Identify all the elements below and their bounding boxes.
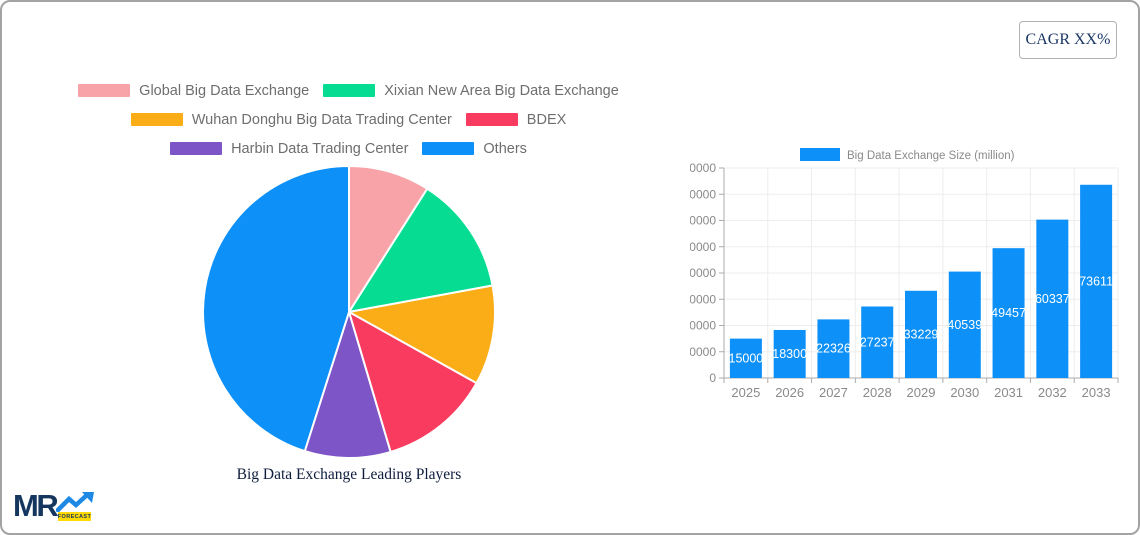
x-category-label: 2026	[775, 385, 804, 400]
pie-slice-3	[348, 284, 496, 385]
pie-slice-1	[348, 165, 429, 313]
y-tick-label: 20000	[690, 319, 716, 333]
y-tick-label: 40000	[690, 266, 716, 280]
pie-legend-row: Wuhan Donghu Big Data Trading Center BDEX	[0, 105, 697, 134]
legend-label: BDEX	[526, 111, 567, 128]
pie-legend-row: Harbin Data Trading Center Others	[0, 134, 697, 163]
legend-label: Harbin Data Trading Center	[231, 140, 409, 157]
bar-chart: 0 10000 20000 30000 40000 50000 60000 70000 8000…	[690, 148, 1119, 400]
bar-2027	[817, 319, 850, 378]
bar-2031	[992, 248, 1025, 378]
legend-label: Xixian New Area Big Data Exchange	[384, 82, 619, 99]
bar-value-label: 18300	[772, 347, 807, 361]
y-tick-label: 70000	[690, 187, 716, 201]
mr-forecast-logo: MR FORECAST	[13, 488, 97, 525]
legend-item: Harbin Data Trading Center	[170, 141, 408, 157]
bar-2025	[729, 338, 762, 378]
bar-2032	[1036, 219, 1069, 378]
bar-2029	[905, 290, 937, 378]
bar-2033	[1080, 184, 1113, 378]
cagr-badge[interactable]: CAGR XX%	[1019, 21, 1117, 59]
bar-2026	[773, 329, 806, 378]
pie-slice-6	[202, 165, 350, 453]
legend-swatch	[465, 113, 518, 126]
logo-forecast-text: FORECAST	[57, 512, 92, 521]
legend-item: Xixian New Area Big Data Exchange	[323, 83, 619, 99]
legend-swatch	[170, 142, 223, 155]
x-category-label: 2025	[731, 385, 760, 400]
legend-label: Global Big Data Exchange	[139, 82, 310, 99]
legend-swatch	[422, 142, 475, 155]
pie-legend: Global Big Data Exchange Xixian New Area …	[0, 76, 697, 163]
y-tick-label: 0	[709, 371, 716, 385]
logo-mr-text: MR	[13, 488, 59, 523]
x-category-label: 2032	[1038, 385, 1067, 400]
pie-chart-title: Big Data Exchange Leading Players	[236, 466, 462, 483]
pie-slice-2	[348, 187, 494, 313]
y-tick-label: 30000	[690, 292, 716, 306]
legend-item: Wuhan Donghu Big Data Trading Center	[130, 111, 452, 128]
x-category-label: 2028	[863, 385, 892, 400]
legend-item: Others	[422, 141, 527, 157]
legend-swatch	[130, 113, 183, 126]
cagr-badge-label: CAGR XX%	[1025, 31, 1111, 48]
bar-value-label: 40539	[947, 318, 982, 332]
bar-value-label: 27237	[860, 335, 895, 349]
y-tick-label: 50000	[690, 240, 716, 254]
trend-arrow-icon	[56, 492, 94, 512]
y-tick-label: 60000	[690, 214, 716, 228]
bar-value-label: 22326	[816, 342, 851, 356]
y-tick-label: 10000	[690, 345, 716, 359]
bar-value-label: 73611	[1079, 274, 1113, 288]
bar-2028	[861, 306, 894, 378]
x-category-label: 2027	[819, 385, 848, 400]
legend-label: Others	[483, 140, 527, 157]
legend-swatch	[78, 84, 131, 97]
y-tick-label: 80000	[690, 161, 716, 175]
bar-value-label: 15000	[729, 351, 764, 365]
x-category-label: 2033	[1082, 385, 1111, 400]
x-category-label: 2030	[950, 385, 979, 400]
x-category-label: 2031	[994, 385, 1023, 400]
bar-value-label: 33229	[904, 327, 939, 341]
legend-item: BDEX	[465, 111, 567, 128]
bar-value-label: 60337	[1035, 292, 1070, 306]
pie-chart	[202, 165, 496, 459]
legend-item: Global Big Data Exchange	[78, 83, 309, 99]
bar-legend-swatch	[800, 148, 840, 161]
bar-legend-label: Big Data Exchange Size (million)	[847, 150, 1015, 162]
pie-legend-row: Global Big Data Exchange Xixian New Area …	[0, 76, 697, 105]
legend-swatch	[323, 84, 376, 97]
bar-2030	[948, 271, 981, 378]
x-category-label: 2029	[907, 385, 936, 400]
bar-value-label: 49457	[991, 306, 1026, 320]
legend-label: Wuhan Donghu Big Data Trading Center	[191, 111, 452, 128]
pie-slice-5	[303, 311, 392, 459]
